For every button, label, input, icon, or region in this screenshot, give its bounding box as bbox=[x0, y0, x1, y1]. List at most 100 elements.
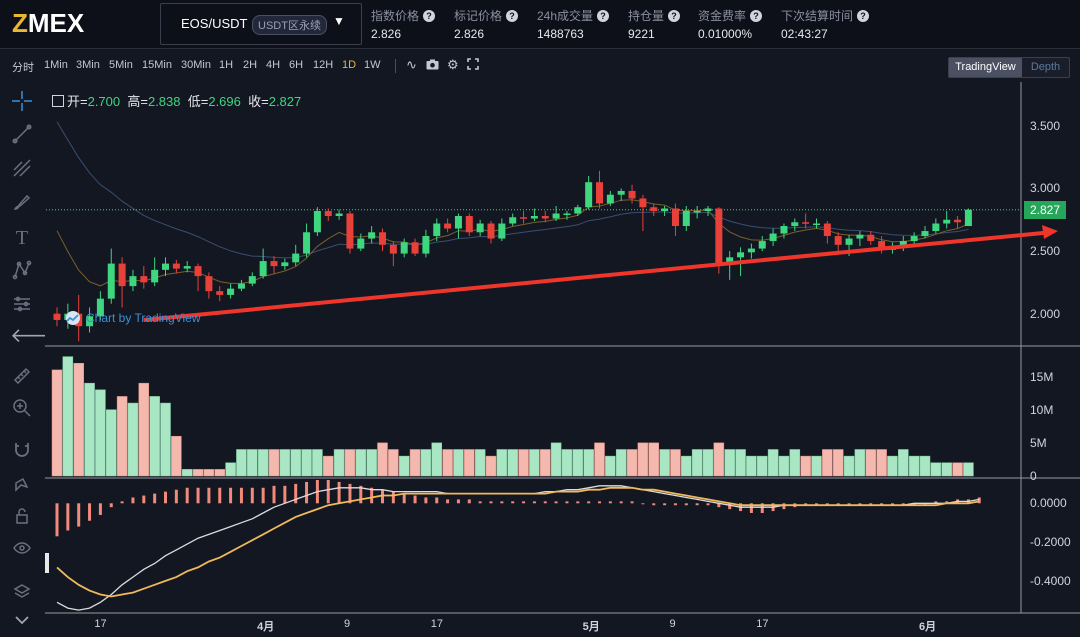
macd-histogram-bar bbox=[500, 501, 504, 504]
ohlc-legend: 开=2.700 高=2.838 低=2.696 收=2.827 bbox=[52, 91, 301, 110]
candle-body bbox=[509, 217, 517, 224]
volume-bar bbox=[865, 449, 876, 477]
candle-body bbox=[140, 276, 148, 283]
date-tick-label: 6月 bbox=[919, 621, 937, 633]
macd-histogram-bar bbox=[359, 485, 363, 504]
volume-bar bbox=[778, 455, 790, 477]
volume-bar bbox=[236, 449, 247, 477]
pair-name: EOS/USDT bbox=[181, 16, 248, 31]
volume-bar bbox=[247, 449, 258, 477]
zmex-logo[interactable]: ZMEX bbox=[12, 8, 85, 38]
volume-bar bbox=[388, 449, 399, 477]
macd-histogram-bar bbox=[880, 503, 884, 506]
pattern-icon[interactable] bbox=[10, 260, 34, 284]
text-tool-icon[interactable]: T bbox=[15, 227, 29, 249]
candle-body bbox=[357, 238, 365, 249]
line-style-icon[interactable]: ∿ bbox=[406, 57, 417, 72]
fullscreen-icon[interactable] bbox=[467, 58, 479, 73]
lock-icon[interactable] bbox=[10, 506, 34, 530]
volume-bar bbox=[659, 449, 670, 477]
help-icon[interactable]: ? bbox=[750, 10, 763, 22]
tf-30min[interactable]: 30Min bbox=[181, 59, 211, 71]
volume-bar bbox=[561, 449, 573, 477]
camera-icon[interactable] bbox=[426, 58, 439, 73]
volume-bar bbox=[583, 449, 594, 477]
volume-bar bbox=[919, 455, 931, 477]
candle-body bbox=[498, 223, 506, 239]
date-tick-label: 9 bbox=[343, 618, 351, 630]
lock-drawing-icon[interactable] bbox=[10, 474, 34, 498]
tf-2h[interactable]: 2H bbox=[243, 59, 258, 71]
volume-bar bbox=[51, 369, 63, 477]
trend-line-icon[interactable] bbox=[10, 124, 34, 148]
drawing-toolbar: T 🡐 bbox=[0, 82, 64, 634]
tf-1h[interactable]: 1H bbox=[219, 59, 234, 71]
candle-body bbox=[737, 252, 745, 258]
macd-histogram-bar bbox=[641, 503, 645, 505]
layers-icon[interactable] bbox=[10, 582, 34, 606]
tf-12h[interactable]: 12H bbox=[313, 59, 334, 71]
help-icon[interactable]: ? bbox=[423, 10, 436, 22]
volume-bar bbox=[854, 449, 866, 477]
tf-1min[interactable]: 1Min bbox=[44, 59, 68, 71]
volume-bar bbox=[62, 356, 74, 477]
candle-body bbox=[216, 291, 224, 295]
arrow-left-icon[interactable]: 🡐 bbox=[10, 325, 64, 347]
tf-time[interactable]: 分时 bbox=[12, 62, 34, 74]
settings-gear-icon[interactable]: ⚙ bbox=[447, 57, 459, 72]
fib-tool-icon[interactable] bbox=[10, 158, 34, 182]
volume-bar bbox=[898, 449, 909, 477]
volume-bar bbox=[106, 409, 117, 477]
macd-histogram-bar bbox=[804, 503, 808, 506]
candle-body bbox=[834, 236, 842, 245]
view-tradingview-button[interactable]: TradingView bbox=[949, 58, 1022, 77]
brush-icon[interactable] bbox=[10, 192, 34, 216]
tf-5min[interactable]: 5Min bbox=[109, 59, 133, 71]
macd-histogram-bar bbox=[836, 503, 840, 506]
eye-icon[interactable] bbox=[10, 538, 34, 562]
help-icon[interactable]: ? bbox=[597, 10, 610, 22]
volume-bar bbox=[409, 449, 421, 477]
macd-histogram-bar bbox=[402, 493, 406, 504]
collapse-chevron-icon[interactable] bbox=[10, 610, 34, 634]
volume-bar bbox=[605, 455, 616, 477]
candle-body bbox=[172, 263, 180, 269]
help-icon[interactable]: ? bbox=[668, 10, 681, 22]
macd-histogram-bar bbox=[381, 489, 384, 504]
macd-histogram-bar bbox=[945, 501, 949, 504]
magnet-icon[interactable] bbox=[10, 440, 34, 464]
crosshair-icon[interactable] bbox=[10, 90, 34, 114]
help-icon[interactable]: ? bbox=[857, 10, 870, 22]
tf-3min[interactable]: 3Min bbox=[76, 59, 100, 71]
macd-histogram-bar bbox=[543, 501, 547, 504]
tf-1w[interactable]: 1W bbox=[364, 59, 381, 71]
macd-histogram-bar bbox=[467, 499, 471, 504]
macd-histogram-bar bbox=[760, 503, 764, 513]
trend-arrow-head bbox=[1042, 225, 1058, 240]
zoom-in-icon[interactable] bbox=[10, 398, 34, 422]
tf-6h[interactable]: 6H bbox=[289, 59, 304, 71]
tradingview-watermark[interactable]: Chart by TradingView bbox=[63, 311, 201, 328]
pair-selector[interactable]: EOS/USDT USDT区永续 ▼ bbox=[160, 3, 362, 45]
tf-1d[interactable]: 1D bbox=[342, 59, 357, 71]
help-icon[interactable]: ? bbox=[506, 10, 519, 22]
volume-bar bbox=[257, 449, 269, 477]
candle-body bbox=[921, 231, 929, 237]
volume-tick-label: 5M bbox=[1030, 435, 1047, 450]
tf-15min[interactable]: 15Min bbox=[142, 59, 172, 71]
view-depth-button[interactable]: Depth bbox=[1030, 61, 1061, 73]
macd-histogram-bar bbox=[77, 503, 81, 527]
macd-histogram-bar bbox=[185, 487, 189, 504]
price-chart[interactable] bbox=[45, 82, 1080, 634]
volume-bar bbox=[518, 449, 529, 477]
candle-body bbox=[639, 198, 647, 208]
candle-body bbox=[693, 210, 701, 213]
volume-bar bbox=[832, 449, 844, 477]
volume-bar bbox=[496, 449, 508, 477]
volume-bar bbox=[681, 455, 692, 477]
ruler-icon[interactable] bbox=[10, 366, 34, 390]
volume-bar bbox=[366, 449, 377, 477]
volume-bar bbox=[594, 442, 605, 477]
prediction-icon[interactable] bbox=[10, 294, 34, 318]
tf-4h[interactable]: 4H bbox=[266, 59, 281, 71]
